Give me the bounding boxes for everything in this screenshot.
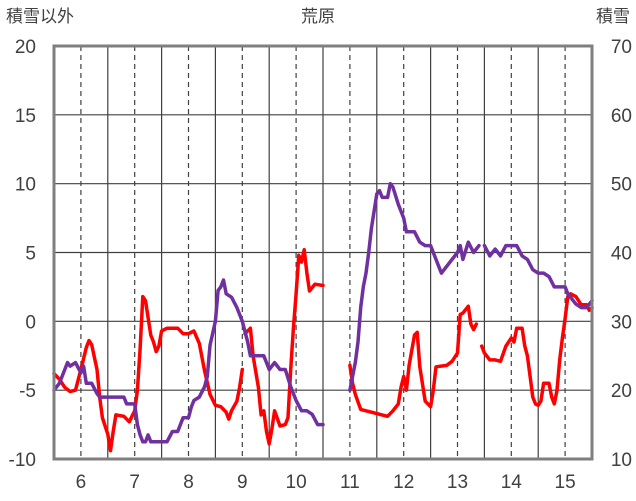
y-right-tick-label: 40 bbox=[611, 244, 632, 265]
x-tick-label: 11 bbox=[340, 472, 360, 493]
y-left-tick-label: -10 bbox=[9, 450, 36, 471]
y-left-tick-label: 20 bbox=[15, 37, 36, 58]
y-left-tick-label: 10 bbox=[15, 175, 36, 196]
x-tick-label: 8 bbox=[183, 472, 194, 493]
y-right-tick-label: 20 bbox=[611, 381, 632, 402]
x-tick-label: 6 bbox=[76, 472, 87, 493]
x-tick-label: 15 bbox=[555, 472, 576, 493]
y-left-label: 積雪以外 bbox=[6, 7, 74, 26]
x-tick-label: 13 bbox=[447, 472, 468, 493]
y-right-tick-label: 10 bbox=[611, 450, 632, 471]
y-left-ticks: 20 15 10 5 0 -5 -10 bbox=[9, 37, 36, 471]
red-series-line bbox=[243, 247, 325, 446]
y-right-label: 積雪 bbox=[596, 7, 630, 26]
x-tick-label: 9 bbox=[237, 472, 248, 493]
y-right-ticks: 70 60 50 40 30 20 10 bbox=[611, 37, 632, 471]
y-left-tick-label: 0 bbox=[25, 312, 36, 333]
y-left-tick-label: -5 bbox=[19, 381, 36, 402]
red-series-line bbox=[348, 304, 479, 419]
x-tick-label: 12 bbox=[393, 472, 414, 493]
y-right-tick-label: 50 bbox=[611, 175, 632, 196]
purple-series-line bbox=[482, 243, 594, 310]
y-left-tick-label: 15 bbox=[15, 106, 36, 127]
purple-series-line bbox=[348, 181, 481, 392]
y-right-tick-label: 30 bbox=[611, 312, 632, 333]
red-series-line bbox=[52, 294, 245, 453]
y-right-tick-label: 60 bbox=[611, 106, 632, 127]
red-series-line bbox=[479, 292, 594, 408]
x-ticks: 6 7 8 9 10 11 12 13 14 15 bbox=[76, 472, 576, 493]
x-tick-label: 10 bbox=[286, 472, 307, 493]
chart-title: 荒原 bbox=[301, 7, 335, 26]
x-tick-label: 14 bbox=[501, 472, 523, 493]
x-tick-label: 7 bbox=[129, 472, 140, 493]
y-right-tick-label: 70 bbox=[611, 37, 632, 58]
grid-lines bbox=[54, 45, 592, 460]
y-left-tick-label: 5 bbox=[25, 244, 36, 265]
series-lines bbox=[52, 181, 594, 453]
plot-frame bbox=[52, 44, 594, 461]
purple-series-line bbox=[52, 278, 325, 444]
